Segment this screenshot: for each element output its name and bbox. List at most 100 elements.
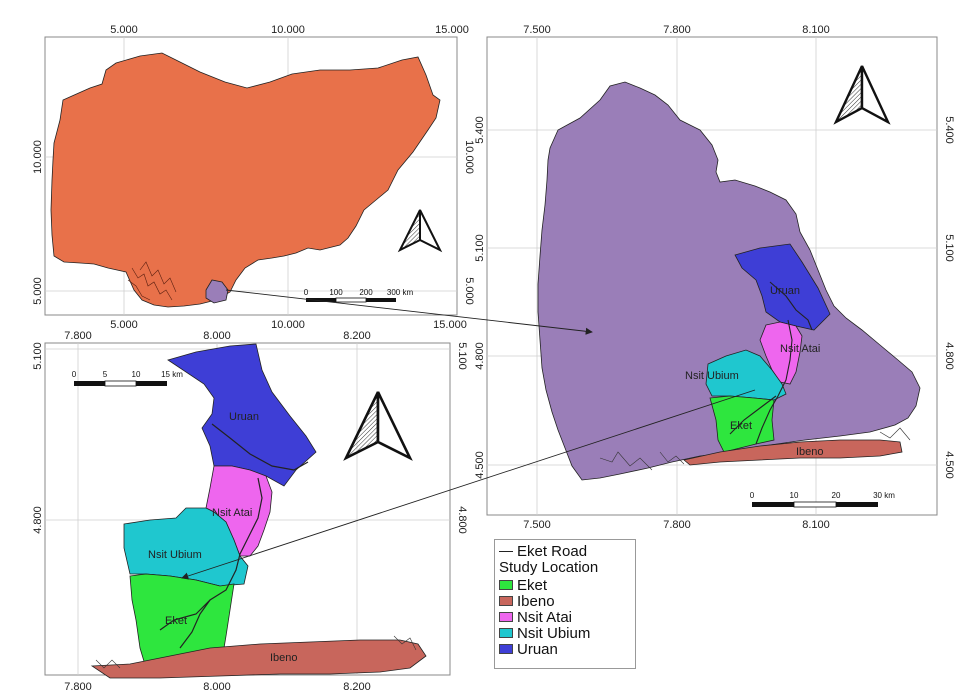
akwa-y-ticks-left: 5.400 5.100 4.800 4.500	[474, 116, 486, 479]
tick-label: 8.000	[203, 330, 231, 342]
tick-label: 15.000	[433, 319, 467, 331]
akwa-y-ticks-right: 5.400 5.100 4.800 4.500	[943, 116, 955, 479]
scale-label: 0	[304, 288, 309, 297]
road-line-icon	[499, 550, 513, 552]
legend-label: Ibeno	[517, 592, 555, 610]
tick-label: 7.800	[663, 519, 691, 531]
scale-label: 15 km	[161, 370, 183, 379]
label-eket: Eket	[730, 420, 752, 432]
label-nsit-atai: Nsit Atai	[780, 343, 820, 355]
study-eket-road	[159, 423, 309, 649]
akwa-ibeno	[683, 439, 903, 466]
tick-label: 8.100	[802, 519, 830, 531]
tick-label: 5.400	[943, 116, 955, 144]
legend-road-item: Eket Road	[499, 543, 631, 560]
legend-label: Eket	[517, 576, 548, 594]
scale-label: 0	[750, 491, 755, 500]
akwa-coastal-creeks	[599, 427, 911, 471]
tick-label: 8.000	[203, 681, 231, 693]
tick-label: 4.500	[943, 451, 955, 479]
legend-swatch	[499, 580, 513, 590]
tick-label: 4.800	[32, 506, 44, 534]
label-nsit-atai: Nsit Atai	[212, 507, 252, 519]
study-x-ticks-top: 7.800 8.000 8.200	[64, 330, 371, 342]
tick-label: 5.400	[474, 116, 486, 144]
legend-item: Uruan	[499, 640, 631, 658]
label-uruan: Uruan	[229, 411, 259, 423]
tick-label: 5.100	[32, 342, 44, 370]
nigeria-y-ticks-left: 10.000 5.000	[32, 140, 44, 305]
north-arrow-icon	[833, 65, 891, 125]
tick-label: 4.500	[474, 451, 486, 479]
tick-label: 4.800	[943, 342, 955, 370]
legend-item: Nsit Ubium	[499, 625, 631, 642]
tick-label: 5.100	[456, 342, 468, 370]
label-eket: Eket	[165, 615, 187, 627]
tick-label: 7.800	[64, 330, 92, 342]
akwa-nsit-ubium	[705, 349, 787, 401]
legend-item: Nsit Atai	[499, 608, 631, 626]
legend-item: Eket	[499, 576, 631, 594]
north-arrow-icon	[343, 391, 413, 461]
scale-label: 200	[359, 288, 373, 297]
study-x-ticks-bottom: 7.800 8.000 8.200	[64, 681, 371, 693]
akwa-x-ticks-bottom: 7.500 7.800 8.100	[523, 519, 830, 531]
tick-label: 8.200	[343, 681, 371, 693]
tick-label: 5.100	[474, 234, 486, 262]
label-uruan: Uruan	[770, 285, 800, 297]
legend-title: Study Location	[499, 559, 599, 576]
scale-label: 10	[132, 370, 141, 379]
legend-item: Ibeno	[499, 592, 631, 610]
tick-label: 4.800	[474, 342, 486, 370]
map-legend: Eket Road Study Location Eket Ibeno Nsit A…	[494, 539, 636, 669]
legend-swatch	[499, 612, 513, 622]
akwa-x-ticks-top: 7.500 7.800 8.100	[523, 24, 830, 36]
connector-arrow-akwa	[181, 389, 756, 580]
study-y-ticks-right: 5.100 4.800	[456, 342, 468, 534]
niger-delta-creeks	[127, 261, 177, 301]
scale-label: 0	[72, 370, 77, 379]
akwa-ibom-small	[205, 279, 229, 304]
nigeria-country	[50, 52, 441, 308]
study-ibeno	[90, 639, 427, 679]
akwa-ibom-inset: Uruan Nsit Atai Nsit Ubium Eket Ibeno 7.…	[474, 24, 955, 531]
akwa-uruan	[734, 243, 831, 331]
akwa-eket-road	[729, 281, 813, 445]
nigeria-x-ticks-bottom: 5.000 10.000 15.000	[110, 319, 467, 331]
nigeria-inset: 5.000 10.000 15.000 5.000 10.000 15.000 …	[32, 24, 475, 331]
label-ibeno: Ibeno	[796, 446, 824, 458]
study-coastal-creeks	[95, 635, 417, 669]
study-y-ticks-left: 5.100 4.800	[32, 342, 44, 534]
tick-label: 15.000	[435, 24, 469, 36]
scale-label: 300 km	[387, 288, 414, 297]
study-uruan	[167, 343, 317, 487]
akwa-ibom-state	[537, 81, 921, 481]
tick-label: 4.800	[456, 506, 468, 534]
nigeria-scale-bar: 0 100 200 300 km	[304, 288, 414, 303]
label-ibeno: Ibeno	[270, 652, 298, 664]
scale-label: 10	[790, 491, 799, 500]
legend-items: Eket Ibeno Nsit Atai Nsit Ubium Uruan	[499, 576, 631, 658]
legend-swatch	[499, 596, 513, 606]
nigeria-x-ticks-top: 5.000 10.000 15.000	[110, 24, 469, 36]
akwa-scale-bar: 0 10 20 30 km	[750, 491, 895, 508]
legend-swatch	[499, 644, 513, 654]
study-scale-bar: 0 5 10 15 km	[72, 370, 183, 387]
tick-label: 7.800	[663, 24, 691, 36]
legend-label: Uruan	[517, 640, 558, 658]
tick-label: 10.000	[32, 140, 44, 174]
scale-label: 20	[832, 491, 841, 500]
study-area-inset: Uruan Nsit Atai Nsit Ubium Eket Ibeno 7.…	[32, 330, 468, 693]
tick-label: 7.800	[64, 681, 92, 693]
tick-label: 10.000	[271, 24, 305, 36]
tick-label: 7.500	[523, 519, 551, 531]
legend-swatch	[499, 628, 513, 638]
tick-label: 5.100	[943, 234, 955, 262]
tick-label: 5.000	[110, 319, 138, 331]
north-arrow-icon	[397, 209, 443, 253]
connector-arrow-nigeria	[225, 289, 593, 335]
legend-label: Nsit Atai	[517, 608, 573, 626]
tick-label: 10.000	[271, 319, 305, 331]
label-nsit-ubium: Nsit Ubium	[148, 549, 202, 561]
